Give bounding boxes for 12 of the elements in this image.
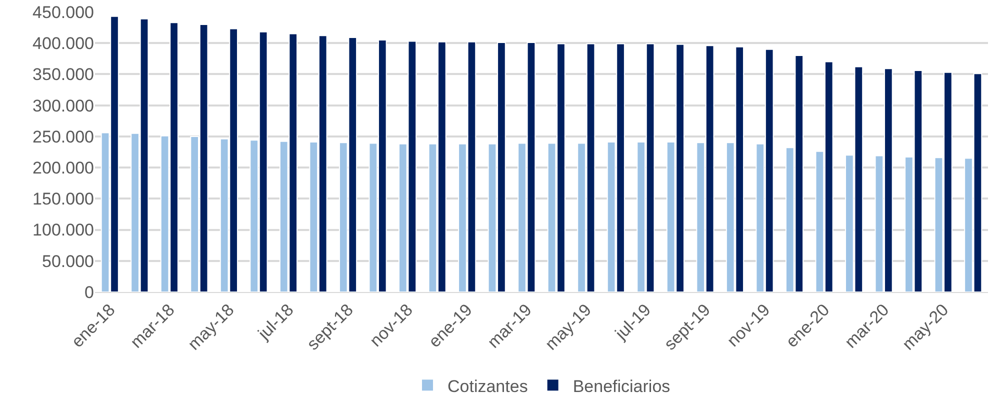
y-tick-label: 250.000 <box>32 127 94 146</box>
y-tick-label: 400.000 <box>32 34 94 54</box>
legend-label: Beneficiarios <box>572 376 670 396</box>
y-tick-label: 50.000 <box>42 252 94 271</box>
y-tick-label: 300.000 <box>32 96 94 116</box>
y-tick-label: 450.000 <box>32 2 94 22</box>
legend-label: Cotizantes <box>448 376 528 396</box>
y-tick-label: 200.000 <box>32 158 94 178</box>
y-tick-label: 150.000 <box>32 190 94 209</box>
y-tick-label: 350.000 <box>32 65 94 84</box>
y-tick-label: 0 <box>84 282 94 302</box>
y-tick-label: 100.000 <box>32 220 94 240</box>
